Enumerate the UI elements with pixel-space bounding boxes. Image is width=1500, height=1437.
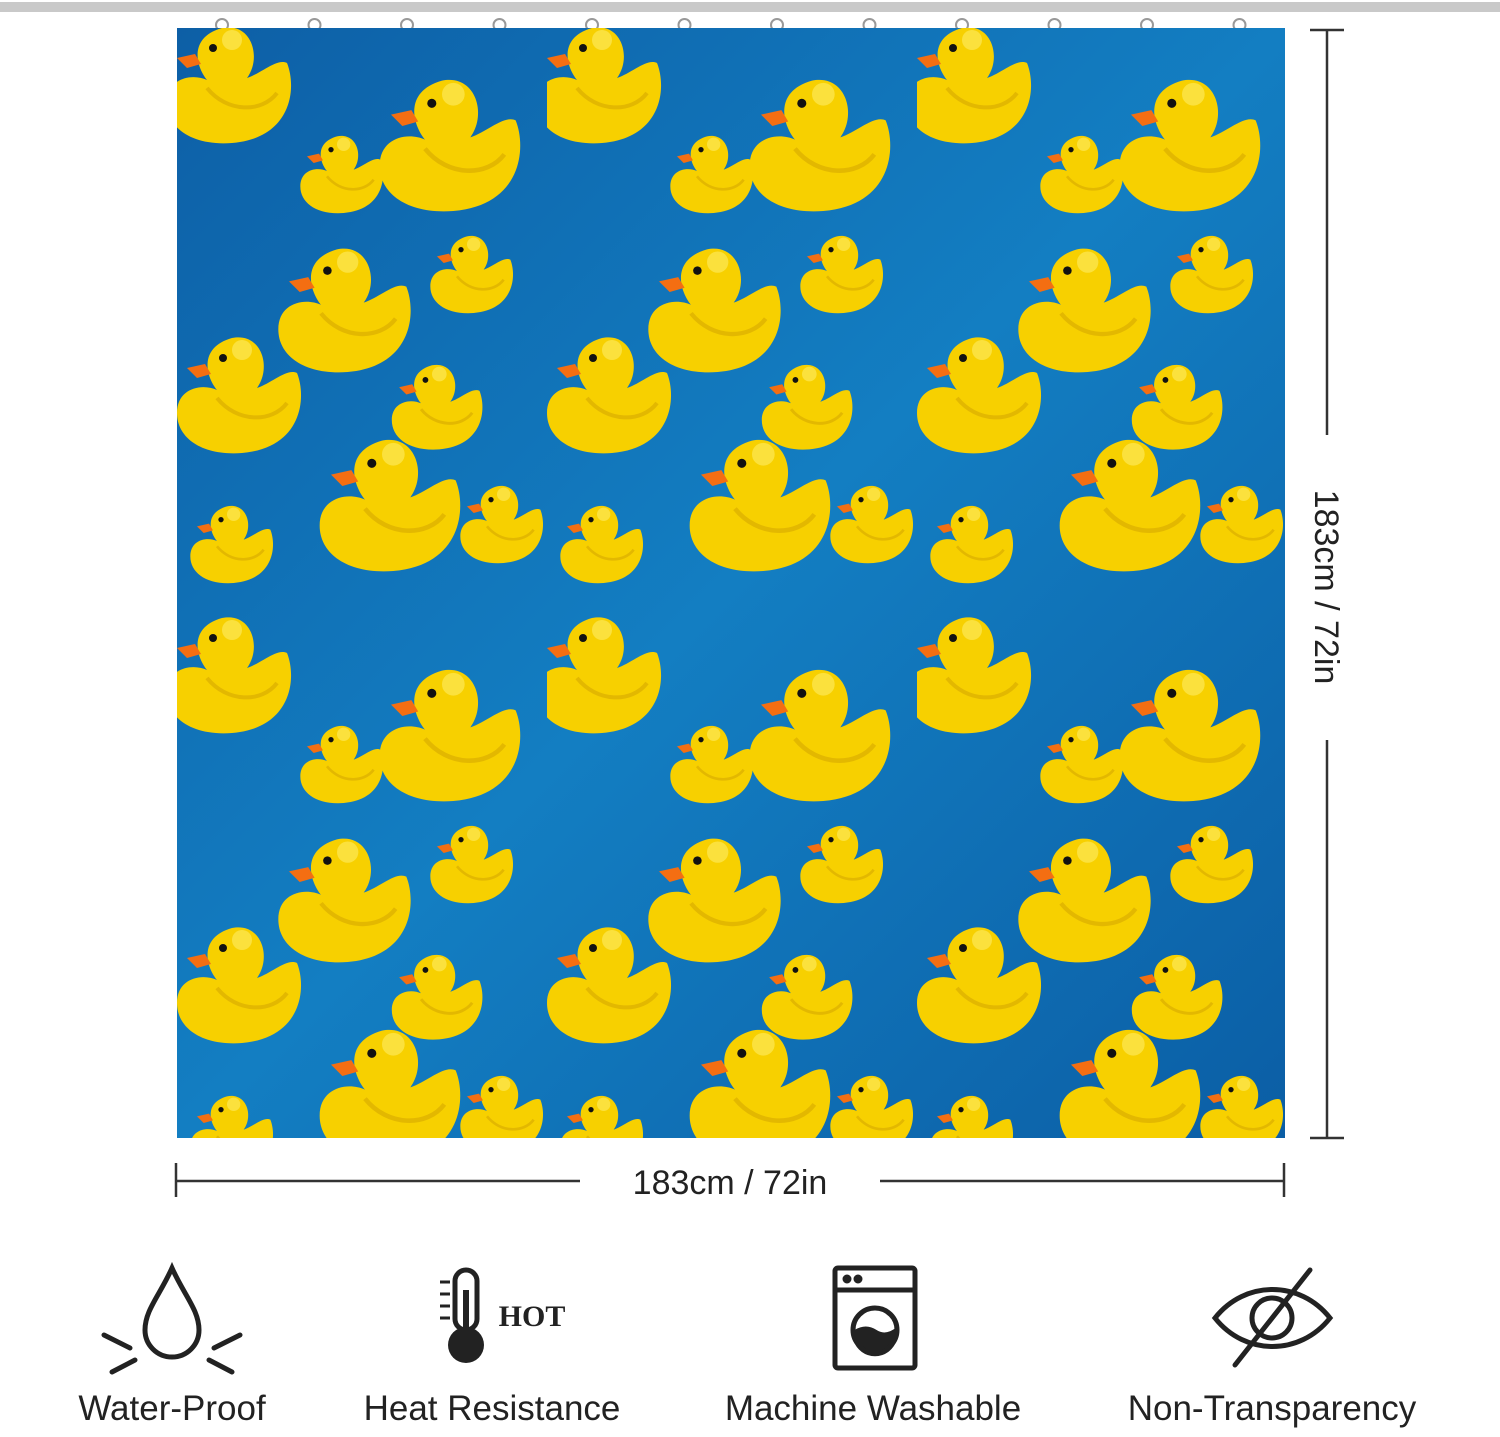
- feature-label: Water-Proof: [78, 1389, 266, 1428]
- height-dimension-line: [1310, 28, 1344, 1140]
- curtain-rod: [0, 2, 1500, 12]
- feature-label: Machine Washable: [725, 1389, 1021, 1428]
- feature-label: Non-Transparency: [1128, 1389, 1417, 1428]
- duck-pattern: [177, 28, 1285, 1138]
- width-dimension-line: [174, 1163, 1286, 1197]
- feature-label: Heat Resistance: [364, 1389, 621, 1428]
- hot-label: HOT: [499, 1300, 566, 1333]
- non-transparency-icon: [1211, 1267, 1334, 1368]
- feature-labels: Water-Proof Heat Resistance Machine Washab…: [78, 1389, 1416, 1428]
- height-label: 183cm / 72in: [1307, 490, 1345, 685]
- heat-resistance-icon: HOT: [440, 1267, 566, 1363]
- width-label: 183cm / 72in: [633, 1164, 828, 1202]
- machine-washable-icon: [832, 1265, 918, 1371]
- water-proof-icon: [101, 1261, 243, 1375]
